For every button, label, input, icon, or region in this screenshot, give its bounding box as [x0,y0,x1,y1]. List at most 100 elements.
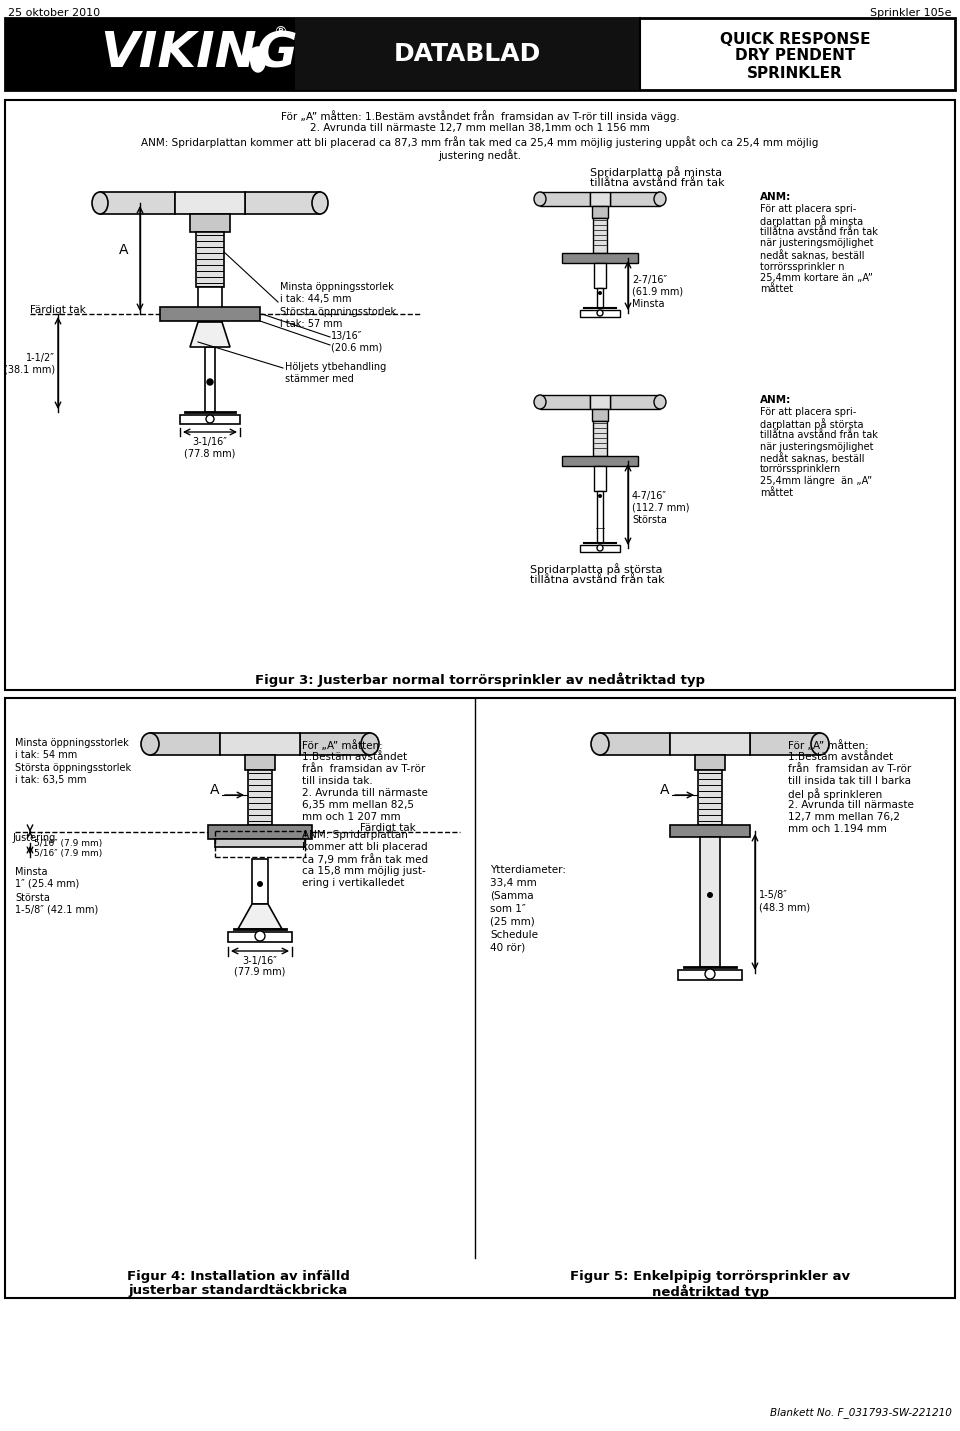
Bar [750,733,820,756]
Text: tillåtna avstånd från tak: tillåtna avstånd från tak [590,177,725,187]
Ellipse shape [312,192,328,215]
Ellipse shape [591,733,609,756]
Text: A: A [660,783,669,797]
Bar [698,770,722,826]
Bar [190,215,230,232]
Text: ering i vertikalledet: ering i vertikalledet [302,879,404,889]
Text: ANM:: ANM: [760,395,791,405]
Ellipse shape [141,733,159,756]
Text: 6,35 mm mellan 82,5: 6,35 mm mellan 82,5 [302,800,414,810]
Bar [594,467,606,491]
Text: i tak: 54 mm: i tak: 54 mm [15,750,77,760]
Text: tillåtna avstånd från tak: tillåtna avstånd från tak [530,575,664,585]
Bar [100,192,175,215]
Text: 3-1/16″: 3-1/16″ [193,436,228,446]
Text: justering nedåt.: justering nedåt. [439,149,521,160]
Bar [245,192,320,215]
Text: mm och 1 207 mm: mm och 1 207 mm [302,811,400,821]
Bar [5,19,295,90]
Text: Färdigt tak: Färdigt tak [30,305,85,315]
Text: 2-7/16″: 2-7/16″ [632,275,667,285]
Text: 3-1/16″: 3-1/16″ [243,956,277,966]
Text: Minsta öppningsstorlek: Minsta öppningsstorlek [280,282,394,292]
Text: som 1″: som 1″ [490,904,526,914]
Text: Minsta: Minsta [15,867,47,877]
Bar [5,100,955,690]
Text: ANM: Spridarplattan kommer att bli placerad ca 87,3 mm från tak med ca 25,4 mm m: ANM: Spridarplattan kommer att bli place… [141,136,819,147]
Circle shape [597,545,603,551]
Ellipse shape [654,395,666,409]
Text: nedåtriktad typ: nedåtriktad typ [652,1284,769,1298]
Bar [175,192,245,215]
Bar [600,733,670,756]
Text: För „A” måtten:: För „A” måtten: [788,740,869,751]
Bar [670,733,750,756]
Bar [592,409,608,421]
Text: Största: Största [15,893,50,903]
Text: från  framsidan av T-rör: från framsidan av T-rör [302,764,425,774]
Text: (48.3 mm): (48.3 mm) [759,902,810,912]
Bar [220,733,300,756]
Text: Justering: Justering [12,833,56,843]
Text: QUICK RESPONSE: QUICK RESPONSE [720,31,871,47]
Bar [198,288,222,322]
Text: (20.6 mm): (20.6 mm) [331,343,382,353]
Circle shape [598,494,602,498]
Circle shape [206,415,214,424]
Bar [670,826,750,837]
Text: del på sprinkleren: del på sprinkleren [788,788,882,800]
Text: 2. Avrunda till närmaste: 2. Avrunda till närmaste [302,788,428,798]
Bar [215,839,305,847]
Text: ca 15,8 mm möjlig just-: ca 15,8 mm möjlig just- [302,866,425,876]
Text: darplattan på minsta: darplattan på minsta [760,216,863,228]
Text: Spridarplatta på största: Spridarplatta på största [530,562,662,575]
Text: Blankett No. F_031793-SW-221210: Blankett No. F_031793-SW-221210 [770,1407,952,1418]
Text: i tak: 44,5 mm: i tak: 44,5 mm [280,293,351,303]
Text: DATABLAD: DATABLAD [394,41,540,66]
Circle shape [707,892,713,899]
Text: (61.9 mm): (61.9 mm) [632,288,684,298]
Text: stämmer med: stämmer med [285,373,353,384]
Text: till insida tak.: till insida tak. [302,776,372,786]
Text: mm och 1.194 mm: mm och 1.194 mm [788,824,887,834]
Bar [540,192,590,206]
Text: DRY PENDENT: DRY PENDENT [734,49,855,63]
Text: 1-5/8″ (42.1 mm): 1-5/8″ (42.1 mm) [15,904,98,914]
Bar [597,288,603,308]
Bar [5,698,955,1298]
Ellipse shape [811,733,829,756]
Text: nedåt saknas, beställ: nedåt saknas, beställ [760,454,865,464]
Bar [252,859,268,904]
Text: när justeringsmöjlighet: när justeringsmöjlighet [760,239,874,249]
Text: Spridarplatta på minsta: Spridarplatta på minsta [590,166,722,177]
Text: när justeringsmöjlighet: när justeringsmöjlighet [760,442,874,452]
Ellipse shape [361,733,379,756]
Text: i tak: 63,5 mm: i tak: 63,5 mm [15,776,86,786]
Text: nedåt saknas, beställ: nedåt saknas, beställ [760,250,865,260]
Bar [610,192,660,206]
Text: till insida tak till I barka: till insida tak till I barka [788,776,911,786]
Bar [593,218,607,253]
Text: 2. Avrunda till närmaste: 2. Avrunda till närmaste [788,800,914,810]
Polygon shape [190,322,230,346]
Text: ANM: Spridarplattan: ANM: Spridarplattan [302,830,408,840]
Text: Höljets ytbehandling: Höljets ytbehandling [285,362,386,372]
Circle shape [598,290,602,295]
Ellipse shape [251,52,265,72]
Text: 1-5/8″: 1-5/8″ [759,890,788,900]
Text: justerbar standardtäckbricka: justerbar standardtäckbricka [129,1284,348,1296]
Text: 1.Bestäm avståndet: 1.Bestäm avståndet [788,753,893,761]
Text: 1-1/2″: 1-1/2″ [26,353,55,363]
Text: tillåtna avstånd från tak: tillåtna avstånd från tak [760,429,877,439]
Bar [580,311,620,318]
Bar [245,756,275,770]
Text: För att placera spri-: För att placera spri- [760,205,856,215]
Text: Färdigt tak: Färdigt tak [360,823,416,833]
Text: (Samma: (Samma [490,892,534,902]
Text: Ytterdiameter:: Ytterdiameter: [490,864,566,874]
Bar [593,421,607,456]
Text: ANM:: ANM: [760,192,791,202]
Text: (77.8 mm): (77.8 mm) [184,448,236,458]
Text: Största öppningsstorlek: Största öppningsstorlek [280,308,396,318]
Text: (77.9 mm): (77.9 mm) [234,967,286,977]
